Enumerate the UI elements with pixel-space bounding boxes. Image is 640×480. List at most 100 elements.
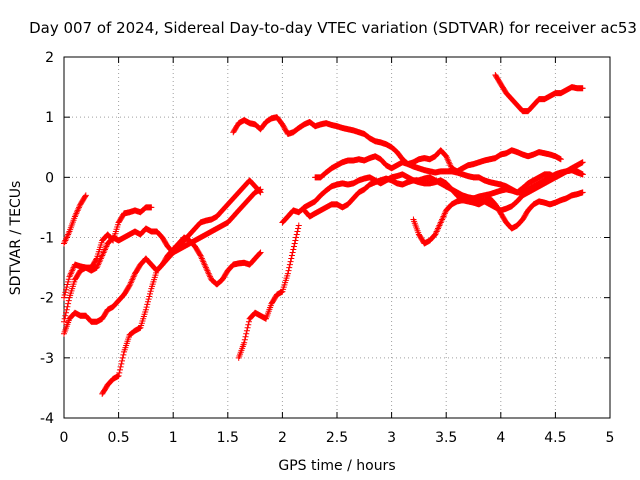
data-point-marker (62, 289, 69, 296)
data-point-marker (241, 339, 248, 346)
data-point-marker (144, 298, 151, 305)
data-point-marker (289, 249, 296, 256)
data-point-marker (65, 278, 72, 285)
data-point-marker (293, 231, 300, 238)
data-point-marker (295, 225, 302, 232)
data-point-marker (245, 318, 252, 325)
data-point-marker (286, 261, 293, 268)
data-point-marker (291, 243, 298, 250)
x-tick-label: 3.5 (435, 430, 457, 446)
data-point-marker (579, 159, 586, 166)
data-point-marker (295, 222, 302, 229)
series-pass-3 (61, 234, 264, 337)
data-point-marker (294, 228, 301, 235)
data-point-marker (82, 193, 89, 200)
data-point-marker (64, 303, 71, 310)
series-pass-12 (492, 72, 586, 115)
data-point-marker (143, 304, 150, 311)
x-tick-label: 3 (387, 430, 396, 446)
series-pass-9 (279, 171, 586, 232)
data-point-marker (148, 204, 155, 211)
data-point-marker (142, 306, 149, 313)
series-pass-11 (410, 167, 586, 247)
data-point-marker (256, 250, 263, 257)
data-point-marker (293, 234, 300, 241)
x-tick-label: 5 (606, 430, 615, 446)
data-point-marker (257, 249, 264, 256)
x-axis-label: GPS time / hours (278, 458, 395, 474)
data-point-marker (61, 294, 67, 301)
series-pass-4 (61, 186, 264, 325)
y-tick-label: -1 (40, 231, 54, 247)
data-point-marker (145, 296, 152, 303)
data-point-marker (147, 288, 154, 295)
data-point-marker (63, 284, 70, 291)
data-point-marker (63, 309, 70, 316)
data-point-marker (117, 363, 124, 370)
data-point-marker (579, 189, 586, 196)
data-point-marker (119, 357, 126, 364)
x-tick-label: 4 (496, 430, 505, 446)
data-point-marker (243, 327, 250, 334)
data-point-marker (82, 192, 89, 199)
x-tick-label: 1 (169, 430, 178, 446)
data-point-marker (256, 188, 263, 195)
data-point-marker (285, 267, 292, 274)
y-tick-label: 0 (45, 170, 54, 186)
data-point-marker (61, 292, 68, 299)
data-series (61, 72, 586, 397)
data-point-marker (62, 312, 69, 319)
data-point-marker (115, 372, 122, 379)
data-point-marker (242, 333, 249, 340)
data-point-marker (64, 281, 71, 288)
x-tick-label: 4.5 (544, 430, 566, 446)
data-point-marker (63, 306, 70, 313)
x-tick-label: 1.5 (217, 430, 239, 446)
data-point-marker (116, 366, 123, 373)
series-pass-5 (99, 177, 264, 397)
data-point-marker (118, 360, 125, 367)
data-point-marker (116, 369, 123, 376)
data-point-marker (241, 336, 248, 343)
data-point-marker (287, 258, 294, 265)
x-tick-label: 0 (60, 430, 69, 446)
data-point-marker (288, 252, 295, 259)
data-point-marker (65, 276, 72, 283)
data-point-marker (63, 286, 70, 293)
data-point-marker (146, 290, 153, 297)
x-tick-label: 2.5 (326, 430, 348, 446)
data-point-marker (146, 293, 153, 300)
y-tick-label: 1 (45, 110, 54, 126)
y-tick-label: -3 (40, 351, 54, 367)
axis-ticks: 0 0.5 1 1.5 2 2.5 3 3.5 4 4.5 5 -4 -3 -2 -1 0 1 2 (40, 50, 614, 446)
data-point-marker (284, 270, 291, 277)
data-point-marker (244, 324, 251, 331)
data-point-marker (119, 354, 126, 361)
data-point-marker (557, 156, 564, 163)
data-point-marker (579, 171, 586, 178)
y-tick-label: -4 (40, 411, 54, 427)
series-pass-6 (235, 222, 302, 361)
data-point-marker (288, 255, 295, 262)
series-pass-1 (61, 192, 89, 247)
data-point-marker (125, 283, 132, 290)
data-point-marker (579, 85, 586, 92)
data-point-marker (291, 240, 298, 247)
data-point-marker (61, 318, 67, 325)
data-point-marker (292, 237, 299, 244)
y-tick-label: -2 (40, 291, 54, 307)
data-point-marker (196, 251, 203, 258)
data-point-marker (243, 330, 250, 337)
y-tick-label: 2 (45, 50, 54, 66)
y-axis-label: SDTVAR / TECUs (8, 181, 24, 296)
data-point-marker (120, 351, 127, 358)
x-tick-label: 2 (278, 430, 287, 446)
data-point-marker (286, 264, 293, 271)
data-point-marker (65, 297, 72, 304)
data-point-marker (245, 321, 252, 328)
x-tick-label: 0.5 (107, 430, 129, 446)
series-pass-8 (312, 147, 564, 181)
chart-title: Day 007 of 2024, Sidereal Day-to-day VTE… (29, 19, 637, 37)
data-point-marker (61, 315, 68, 322)
